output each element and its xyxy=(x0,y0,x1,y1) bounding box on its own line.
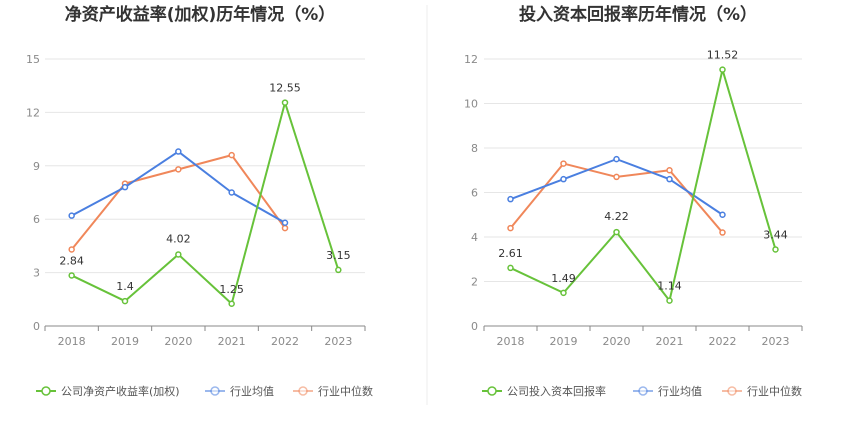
data-point-industry_avg xyxy=(228,189,235,196)
data-point-industry_avg xyxy=(68,212,75,219)
data-label: 1.4 xyxy=(116,280,134,293)
legend-swatch-marker xyxy=(210,386,220,396)
y-tick-label: 6 xyxy=(471,187,478,200)
x-tick-label: 2022 xyxy=(709,335,737,348)
x-tick-label: 2022 xyxy=(271,335,299,348)
y-tick-label: 0 xyxy=(33,320,40,333)
data-point-industry_median xyxy=(666,167,673,174)
data-point-company xyxy=(335,266,342,274)
data-point-industry_median xyxy=(719,229,726,236)
chart-1: 净资产收益率(加权)历年情况（%） 0 3 6 9 12 15 2018 2019 2020 202… xyxy=(26,4,373,398)
y-tick-label: 8 xyxy=(471,142,478,155)
x-tick-label: 2019 xyxy=(550,335,578,348)
data-point-industry_median xyxy=(560,160,567,167)
data-point-industry_median xyxy=(613,173,620,181)
y-tick-label: 2 xyxy=(471,276,478,289)
data-label: 12.55 xyxy=(269,82,301,95)
data-label: 2.84 xyxy=(59,254,84,267)
data-point-company xyxy=(281,99,289,106)
data-point-industry_avg xyxy=(507,195,514,203)
data-point-industry_median xyxy=(175,166,182,173)
legend-swatch-marker xyxy=(41,386,51,396)
legend-label: 行业中位数 xyxy=(747,384,802,398)
data-point-industry_avg xyxy=(121,183,129,191)
data-point-company xyxy=(666,297,673,304)
legend-label: 行业均值 xyxy=(658,385,702,398)
data-point-company xyxy=(68,272,75,279)
x-tick-label: 2021 xyxy=(656,335,684,348)
data-point-company xyxy=(772,246,779,253)
data-label: 3.44 xyxy=(763,228,788,241)
legend-label: 公司投入资本回报率 xyxy=(507,384,606,398)
data-point-company xyxy=(613,228,620,236)
legend-swatch-marker xyxy=(298,386,308,396)
chart-title: 投入资本回报率历年情况（%） xyxy=(519,4,757,25)
data-label: 4.22 xyxy=(604,210,629,223)
data-point-company xyxy=(719,66,726,73)
data-point-industry_avg xyxy=(281,219,289,227)
data-point-company xyxy=(175,251,182,258)
data-point-company xyxy=(560,289,567,297)
legend-label: 行业中位数 xyxy=(318,384,373,398)
series-line-industry_avg xyxy=(71,150,286,224)
y-tick-label: 0 xyxy=(471,320,478,333)
data-label: 3.15 xyxy=(326,249,351,262)
x-tick-label: 2018 xyxy=(497,335,525,348)
x-tick-label: 2020 xyxy=(603,335,631,348)
y-tick-label: 12 xyxy=(464,53,478,66)
data-point-industry_avg xyxy=(719,211,726,218)
data-label: 11.52 xyxy=(707,49,739,62)
x-tick-label: 2020 xyxy=(164,335,192,348)
chart-2: 投入资本回报率历年情况（%） 0 2 4 6 8 10 12 2018 2019 2020 2021 2… xyxy=(464,4,803,398)
data-point-industry_avg xyxy=(613,155,620,163)
y-tick-label: 6 xyxy=(33,213,40,226)
y-tick-label: 15 xyxy=(26,53,40,66)
legend-label: 公司净资产收益率(加权) xyxy=(61,384,180,398)
data-point-company xyxy=(228,300,235,307)
data-point-industry_median xyxy=(68,246,75,253)
data-point-industry_median xyxy=(281,224,289,232)
x-tick-label: 2023 xyxy=(762,335,790,348)
data-label: 2.61 xyxy=(498,247,523,260)
x-tick-label: 2018 xyxy=(58,335,86,348)
legend-swatch-marker xyxy=(727,386,737,396)
data-point-company xyxy=(507,264,514,272)
data-label: 4.02 xyxy=(166,232,191,245)
data-label: 1.25 xyxy=(219,283,244,296)
x-tick-label: 2019 xyxy=(111,335,139,348)
series-line-company xyxy=(510,68,777,302)
legend-swatch-marker xyxy=(487,386,497,396)
y-tick-label: 10 xyxy=(464,98,478,111)
chart-title: 净资产收益率(加权)历年情况（%） xyxy=(65,4,336,25)
y-tick-label: 4 xyxy=(471,231,478,244)
x-tick-label: 2023 xyxy=(324,335,352,348)
data-point-industry_avg xyxy=(175,148,182,155)
data-point-company xyxy=(121,297,129,305)
data-point-industry_median xyxy=(228,151,235,159)
data-point-industry_avg xyxy=(560,175,567,183)
data-label: 1.14 xyxy=(657,280,682,293)
x-tick-label: 2021 xyxy=(218,335,246,348)
y-tick-label: 3 xyxy=(33,267,40,280)
data-point-industry_median xyxy=(507,224,514,232)
y-tick-label: 12 xyxy=(26,106,40,119)
legend-label: 行业均值 xyxy=(230,385,274,398)
legend-swatch-marker xyxy=(638,386,648,396)
y-tick-label: 9 xyxy=(33,160,40,173)
data-point-industry_avg xyxy=(666,175,673,183)
series-line-company xyxy=(71,101,340,305)
data-label: 1.49 xyxy=(551,272,576,285)
